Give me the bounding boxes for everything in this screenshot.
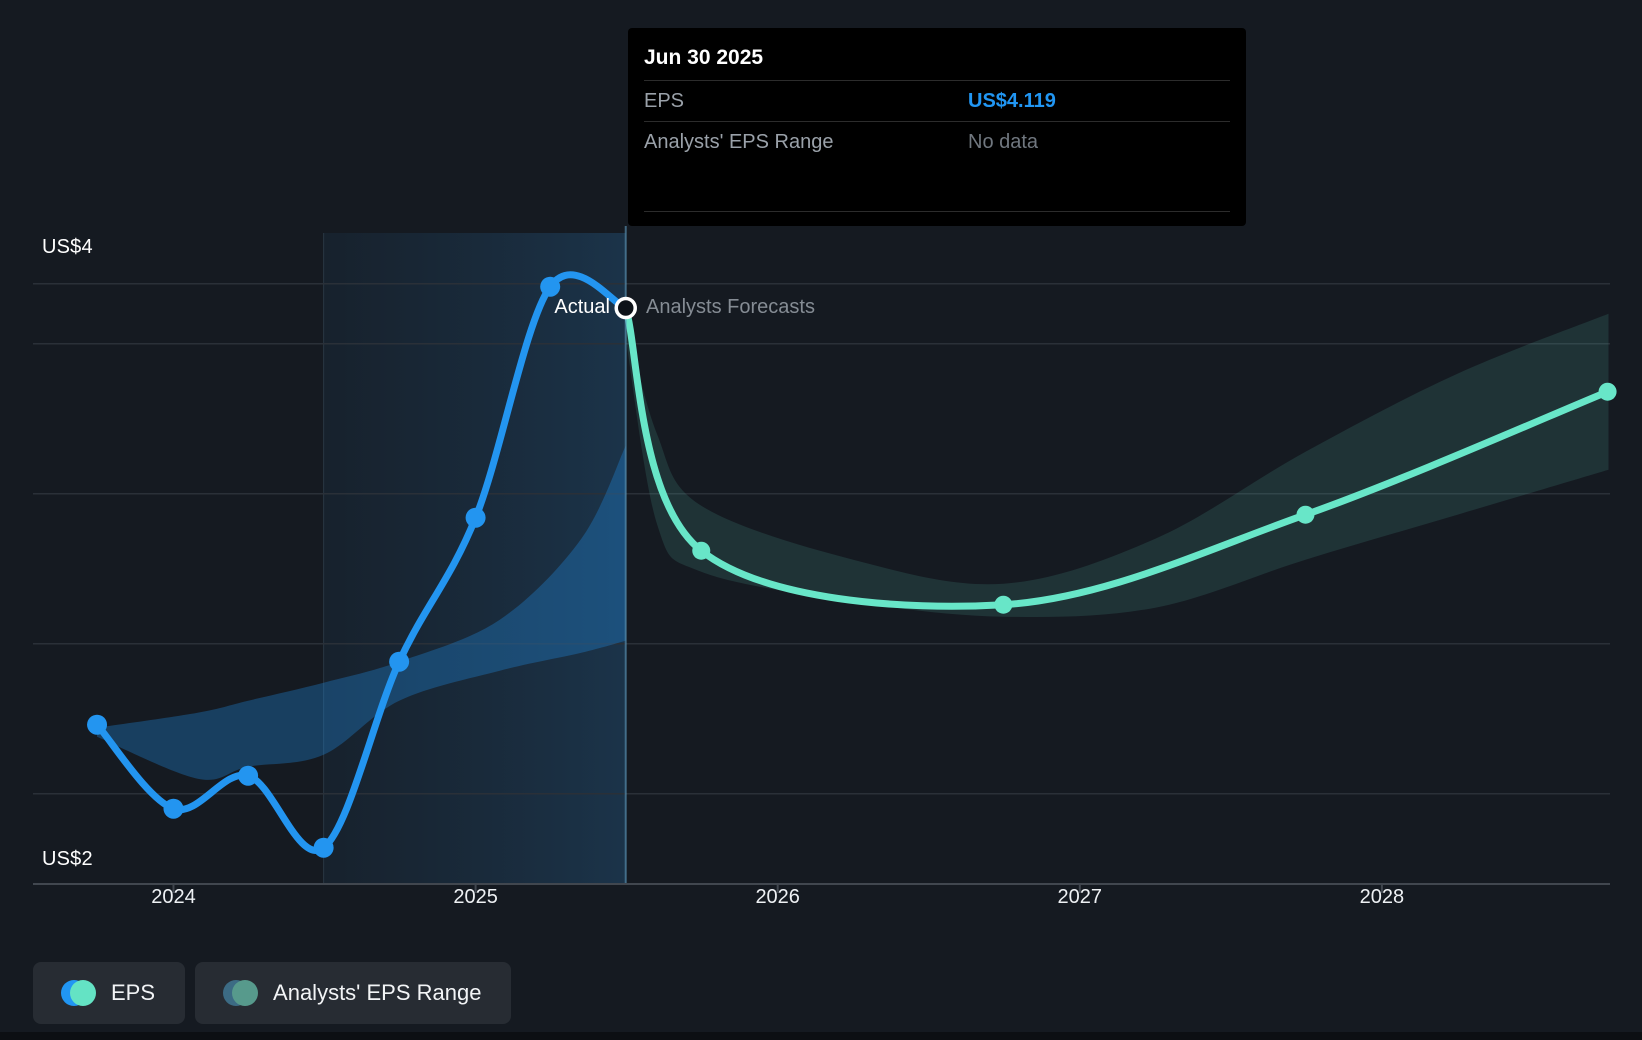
eps-actual-point[interactable] — [313, 837, 334, 858]
y-axis-label-us2: US$2 — [42, 848, 93, 870]
eps-actual-line — [93, 271, 630, 854]
x-axis-label-2024: 2024 — [151, 886, 196, 908]
eps-actual-point[interactable] — [163, 798, 184, 819]
eps-actual-point[interactable] — [238, 765, 259, 786]
x-axis-label-2025: 2025 — [453, 886, 498, 908]
legend-range-label: Analysts' EPS Range — [273, 980, 482, 1005]
tooltip-divider — [644, 121, 1230, 122]
tooltip-bottom-rule — [644, 211, 1230, 212]
bottom-edge-bar — [0, 1032, 1642, 1040]
tooltip-row-eps: EPS US$4.119 — [644, 81, 1230, 121]
legend-eps-label: EPS — [111, 980, 156, 1005]
range-legend-dots-icon — [223, 980, 259, 1006]
eps-actual-point[interactable] — [87, 714, 108, 735]
tooltip-date: Jun 30 2025 — [644, 46, 764, 69]
hover-tooltip: Jun 30 2025 EPS US$4.119 Analysts' EPS R… — [628, 28, 1246, 226]
analysts-eps-range-band — [625, 313, 1609, 618]
eps-forecast-point[interactable] — [692, 541, 711, 560]
forecast-section-label: Analysts Forecasts — [646, 296, 815, 318]
x-axis-label-2027: 2027 — [1057, 886, 1103, 908]
y-axis-label-us4: US$4 — [42, 236, 93, 258]
eps-forecast-point[interactable] — [994, 595, 1013, 614]
ttm-highlight-band — [323, 233, 626, 884]
tooltip-range-value: No data — [968, 130, 1039, 153]
x-axis-label-2026: 2026 — [755, 886, 800, 908]
tooltip-eps-value: US$4.119 — [968, 89, 1056, 112]
chart-legend: EPS Analysts' EPS Range — [33, 962, 512, 1024]
tooltip-eps-label: EPS — [644, 89, 685, 112]
actual-section-label: Actual — [554, 296, 610, 318]
x-axis-label-2028: 2028 — [1359, 886, 1405, 908]
tooltip-row-range: Analysts' EPS Range No data — [644, 122, 1230, 162]
tooltip-range-label: Analysts' EPS Range — [644, 130, 834, 153]
hovered-eps-point[interactable] — [614, 296, 637, 320]
eps-actual-point[interactable] — [465, 507, 486, 528]
eps-legend-dots-icon — [61, 980, 96, 1006]
legend-toggle-eps[interactable]: EPS — [33, 962, 186, 1024]
tooltip-divider — [644, 80, 1230, 81]
eps-actual-point[interactable] — [540, 276, 561, 297]
eps-forecast-point[interactable] — [1296, 505, 1315, 524]
eps-forecast-point[interactable] — [1598, 382, 1617, 401]
legend-toggle-analysts-eps-range[interactable]: Analysts' EPS Range — [195, 962, 512, 1024]
past-analysts-range-band — [97, 445, 626, 780]
eps-actual-point[interactable] — [389, 651, 410, 672]
